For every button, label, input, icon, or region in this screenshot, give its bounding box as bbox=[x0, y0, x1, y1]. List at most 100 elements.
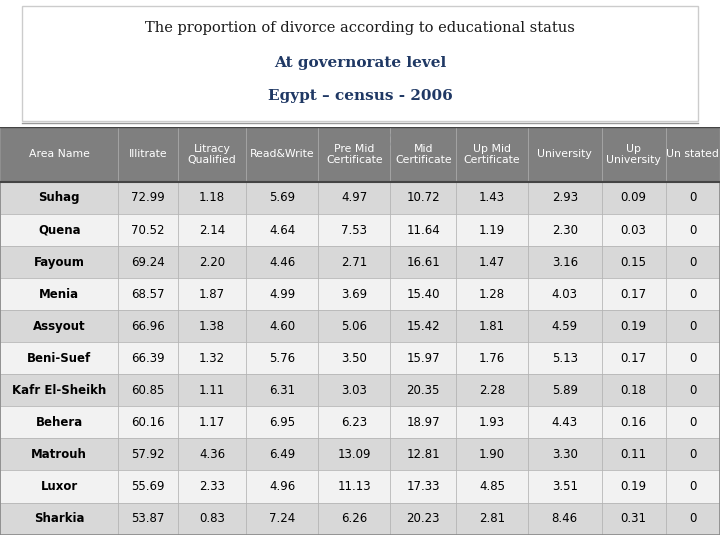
Text: 6.49: 6.49 bbox=[269, 448, 295, 461]
Text: Mid
Certificate: Mid Certificate bbox=[395, 144, 451, 165]
Bar bbox=[0, 182, 118, 214]
Bar bbox=[318, 438, 390, 470]
Text: 0.09: 0.09 bbox=[621, 192, 647, 205]
Text: 17.33: 17.33 bbox=[407, 480, 440, 493]
Text: 66.96: 66.96 bbox=[131, 320, 165, 333]
Bar bbox=[665, 310, 720, 342]
Text: 3.16: 3.16 bbox=[552, 255, 578, 268]
Bar bbox=[456, 407, 528, 438]
Bar bbox=[178, 342, 246, 374]
Bar bbox=[318, 407, 390, 438]
Bar bbox=[0, 503, 118, 535]
Text: 1.43: 1.43 bbox=[479, 192, 505, 205]
Bar bbox=[390, 407, 456, 438]
Bar bbox=[246, 214, 318, 246]
Text: At governorate level: At governorate level bbox=[274, 57, 446, 70]
Bar bbox=[318, 127, 390, 182]
Text: 4.85: 4.85 bbox=[479, 480, 505, 493]
Text: University: University bbox=[537, 150, 592, 159]
Bar bbox=[178, 278, 246, 310]
Bar bbox=[456, 503, 528, 535]
Bar bbox=[528, 278, 602, 310]
Bar bbox=[456, 127, 528, 182]
Bar bbox=[456, 438, 528, 470]
Bar bbox=[118, 503, 178, 535]
Text: 1.38: 1.38 bbox=[199, 320, 225, 333]
Bar bbox=[390, 438, 456, 470]
Bar bbox=[246, 127, 318, 182]
Text: The proportion of divorce according to educational status: The proportion of divorce according to e… bbox=[145, 21, 575, 35]
Text: Fayoum: Fayoum bbox=[34, 255, 85, 268]
Text: 0.19: 0.19 bbox=[621, 320, 647, 333]
Bar bbox=[318, 214, 390, 246]
Text: 2.93: 2.93 bbox=[552, 192, 578, 205]
Bar bbox=[528, 407, 602, 438]
Bar bbox=[390, 470, 456, 503]
Bar bbox=[390, 310, 456, 342]
Text: 4.96: 4.96 bbox=[269, 480, 295, 493]
Bar bbox=[390, 127, 456, 182]
Bar bbox=[0, 214, 118, 246]
Text: Pre Mid
Certificate: Pre Mid Certificate bbox=[326, 144, 383, 165]
Bar bbox=[602, 503, 665, 535]
Text: 7.53: 7.53 bbox=[341, 224, 367, 237]
Text: 1.18: 1.18 bbox=[199, 192, 225, 205]
Text: 1.81: 1.81 bbox=[479, 320, 505, 333]
Bar bbox=[665, 278, 720, 310]
Bar bbox=[665, 246, 720, 278]
Bar bbox=[456, 278, 528, 310]
Text: 1.93: 1.93 bbox=[479, 416, 505, 429]
Text: 4.46: 4.46 bbox=[269, 255, 295, 268]
Text: 55.69: 55.69 bbox=[131, 480, 165, 493]
Text: 7.24: 7.24 bbox=[269, 512, 295, 525]
Text: 1.76: 1.76 bbox=[479, 352, 505, 365]
Text: 0.03: 0.03 bbox=[621, 224, 647, 237]
Text: 0.19: 0.19 bbox=[621, 480, 647, 493]
Text: 1.32: 1.32 bbox=[199, 352, 225, 365]
Text: Beni-Suef: Beni-Suef bbox=[27, 352, 91, 365]
Bar bbox=[178, 246, 246, 278]
Text: 0: 0 bbox=[689, 416, 696, 429]
Text: 0.83: 0.83 bbox=[199, 512, 225, 525]
Bar bbox=[602, 182, 665, 214]
Bar bbox=[178, 438, 246, 470]
Text: 1.19: 1.19 bbox=[479, 224, 505, 237]
Text: 11.13: 11.13 bbox=[338, 480, 372, 493]
Bar bbox=[665, 470, 720, 503]
Bar bbox=[456, 214, 528, 246]
Text: 2.30: 2.30 bbox=[552, 224, 577, 237]
Bar bbox=[602, 278, 665, 310]
Text: 3.30: 3.30 bbox=[552, 448, 577, 461]
Bar bbox=[390, 214, 456, 246]
Text: 0.17: 0.17 bbox=[621, 288, 647, 301]
Text: Area Name: Area Name bbox=[29, 150, 89, 159]
Bar bbox=[318, 278, 390, 310]
Text: 15.42: 15.42 bbox=[406, 320, 440, 333]
Bar bbox=[390, 374, 456, 407]
Text: 0: 0 bbox=[689, 480, 696, 493]
Text: 0.15: 0.15 bbox=[621, 255, 647, 268]
Text: 3.51: 3.51 bbox=[552, 480, 577, 493]
Text: Luxor: Luxor bbox=[40, 480, 78, 493]
Bar bbox=[602, 342, 665, 374]
Text: Read&Write: Read&Write bbox=[250, 150, 315, 159]
Text: Up
University: Up University bbox=[606, 144, 661, 165]
Bar bbox=[178, 214, 246, 246]
Bar bbox=[246, 182, 318, 214]
Text: Matrouh: Matrouh bbox=[31, 448, 87, 461]
Text: 3.03: 3.03 bbox=[341, 384, 367, 397]
Text: 20.23: 20.23 bbox=[407, 512, 440, 525]
Bar bbox=[318, 470, 390, 503]
Bar bbox=[665, 182, 720, 214]
Text: 4.03: 4.03 bbox=[552, 288, 577, 301]
Text: Quena: Quena bbox=[38, 224, 81, 237]
Bar bbox=[118, 182, 178, 214]
Bar bbox=[528, 127, 602, 182]
Text: 18.97: 18.97 bbox=[406, 416, 440, 429]
Bar bbox=[118, 374, 178, 407]
Text: 1.90: 1.90 bbox=[479, 448, 505, 461]
Bar bbox=[528, 503, 602, 535]
Bar bbox=[178, 407, 246, 438]
Bar bbox=[246, 342, 318, 374]
Text: 1.11: 1.11 bbox=[199, 384, 225, 397]
